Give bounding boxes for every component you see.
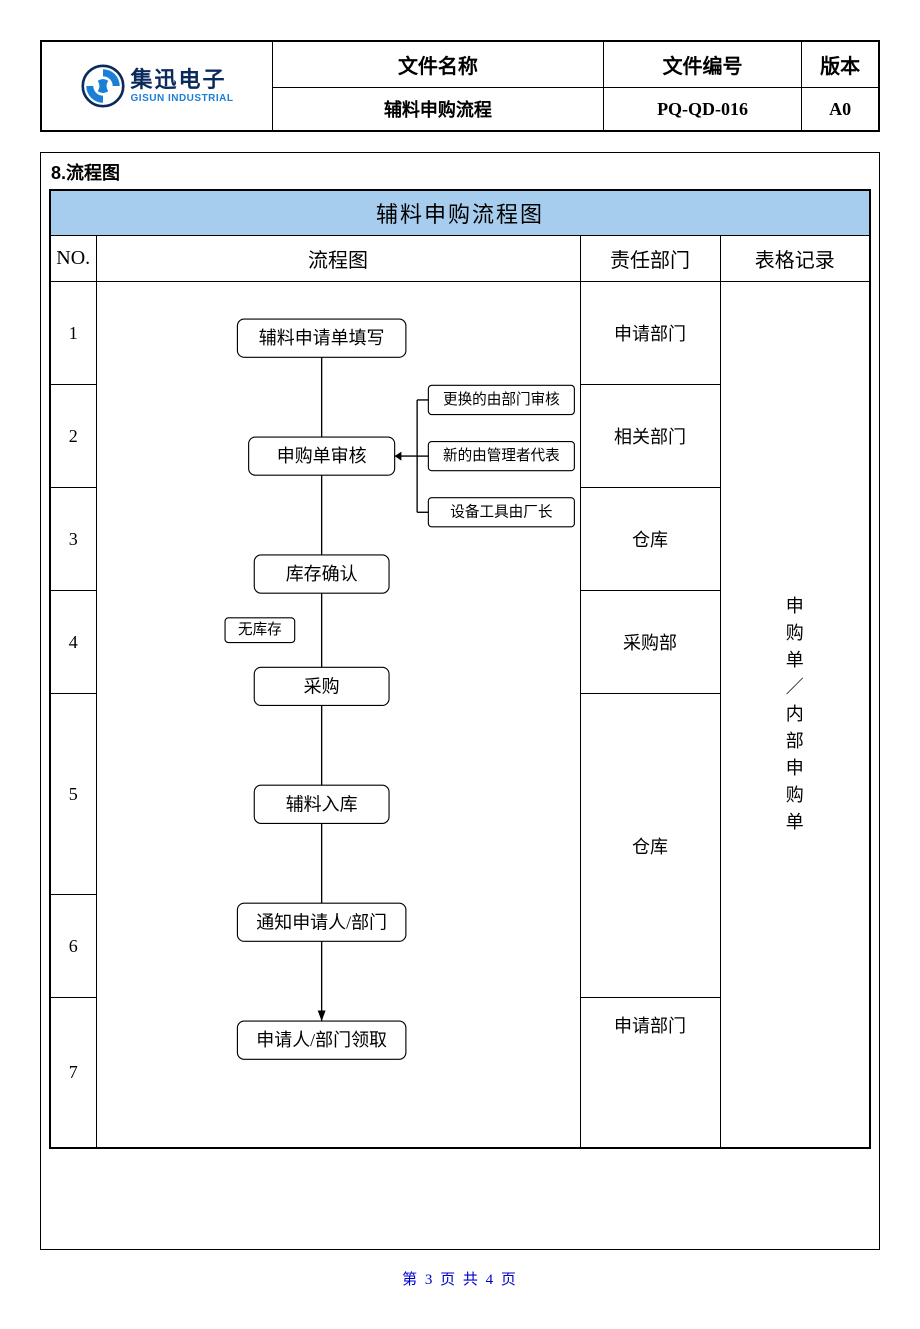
version-label: 版本 <box>802 41 879 88</box>
svg-text:设备工具由厂长: 设备工具由厂长 <box>450 503 553 520</box>
row-dept: 仓库 <box>580 488 720 591</box>
row-no: 2 <box>50 385 96 488</box>
row-no: 7 <box>50 998 96 1148</box>
svg-text:通知申请人/部门: 通知申请人/部门 <box>256 912 387 932</box>
row-dept: 采购部 <box>580 591 720 694</box>
row-dept: 仓库 <box>580 694 720 998</box>
svg-text:采购: 采购 <box>303 676 339 696</box>
flowchart-cell: 辅料申请单填写申购单审核库存确认采购辅料入库通知申请人/部门申请人/部门领取 更换… <box>96 282 580 1148</box>
row-no: 4 <box>50 591 96 694</box>
form-record-text: 申购单／内部申购单 <box>786 593 804 836</box>
svg-text:库存确认: 库存确认 <box>285 564 357 584</box>
file-name-value: 辅料申购流程 <box>273 88 604 132</box>
col-header-form: 表格记录 <box>720 236 870 282</box>
logo-text-en: GISUN INDUSTRIAL <box>131 93 234 104</box>
section-container: 8.流程图 辅料申购流程图 NO. 流程图 责任部门 表格记录 1 辅料申请单填… <box>40 152 880 1250</box>
row-dept: 申请部门 <box>580 282 720 385</box>
file-name-label: 文件名称 <box>273 41 604 88</box>
flowchart-table: 辅料申购流程图 NO. 流程图 责任部门 表格记录 1 辅料申请单填写申购单审核… <box>49 189 871 1149</box>
row-dept: 相关部门 <box>580 385 720 488</box>
file-no-value: PQ-QD-016 <box>603 88 801 132</box>
row-no: 5 <box>50 694 96 895</box>
col-header-flow: 流程图 <box>96 236 580 282</box>
version-value: A0 <box>802 88 879 132</box>
col-header-no: NO. <box>50 236 96 282</box>
page-footer: 第 3 页 共 4 页 <box>40 1268 880 1289</box>
row-no: 6 <box>50 895 96 998</box>
svg-text:辅料申请单填写: 辅料申请单填写 <box>258 328 384 348</box>
chart-title: 辅料申购流程图 <box>50 190 870 236</box>
row-no: 3 <box>50 488 96 591</box>
svg-text:辅料入库: 辅料入库 <box>285 794 357 814</box>
file-no-label: 文件编号 <box>603 41 801 88</box>
logo-cell: 集迅电子 GISUN INDUSTRIAL <box>41 41 273 131</box>
svg-text:申购单审核: 申购单审核 <box>276 446 366 466</box>
company-logo-icon <box>81 64 125 108</box>
row-dept: 申请部门 <box>580 998 720 1148</box>
svg-text:无库存: 无库存 <box>237 621 281 638</box>
form-record-cell: 申购单／内部申购单 <box>720 282 870 1148</box>
document-header-table: 集迅电子 GISUN INDUSTRIAL 文件名称 文件编号 版本 辅料申购流… <box>40 40 880 132</box>
svg-text:更换的由部门审核: 更换的由部门审核 <box>442 391 559 408</box>
row-no: 1 <box>50 282 96 385</box>
col-header-dept: 责任部门 <box>580 236 720 282</box>
svg-text:新的由管理者代表: 新的由管理者代表 <box>442 447 559 464</box>
logo-text-cn: 集迅电子 <box>131 68 227 92</box>
svg-text:申请人/部门领取: 申请人/部门领取 <box>256 1030 387 1050</box>
flowchart-svg: 辅料申请单填写申购单审核库存确认采购辅料入库通知申请人/部门申请人/部门领取 更换… <box>97 282 580 1147</box>
section-title: 8.流程图 <box>51 159 871 185</box>
